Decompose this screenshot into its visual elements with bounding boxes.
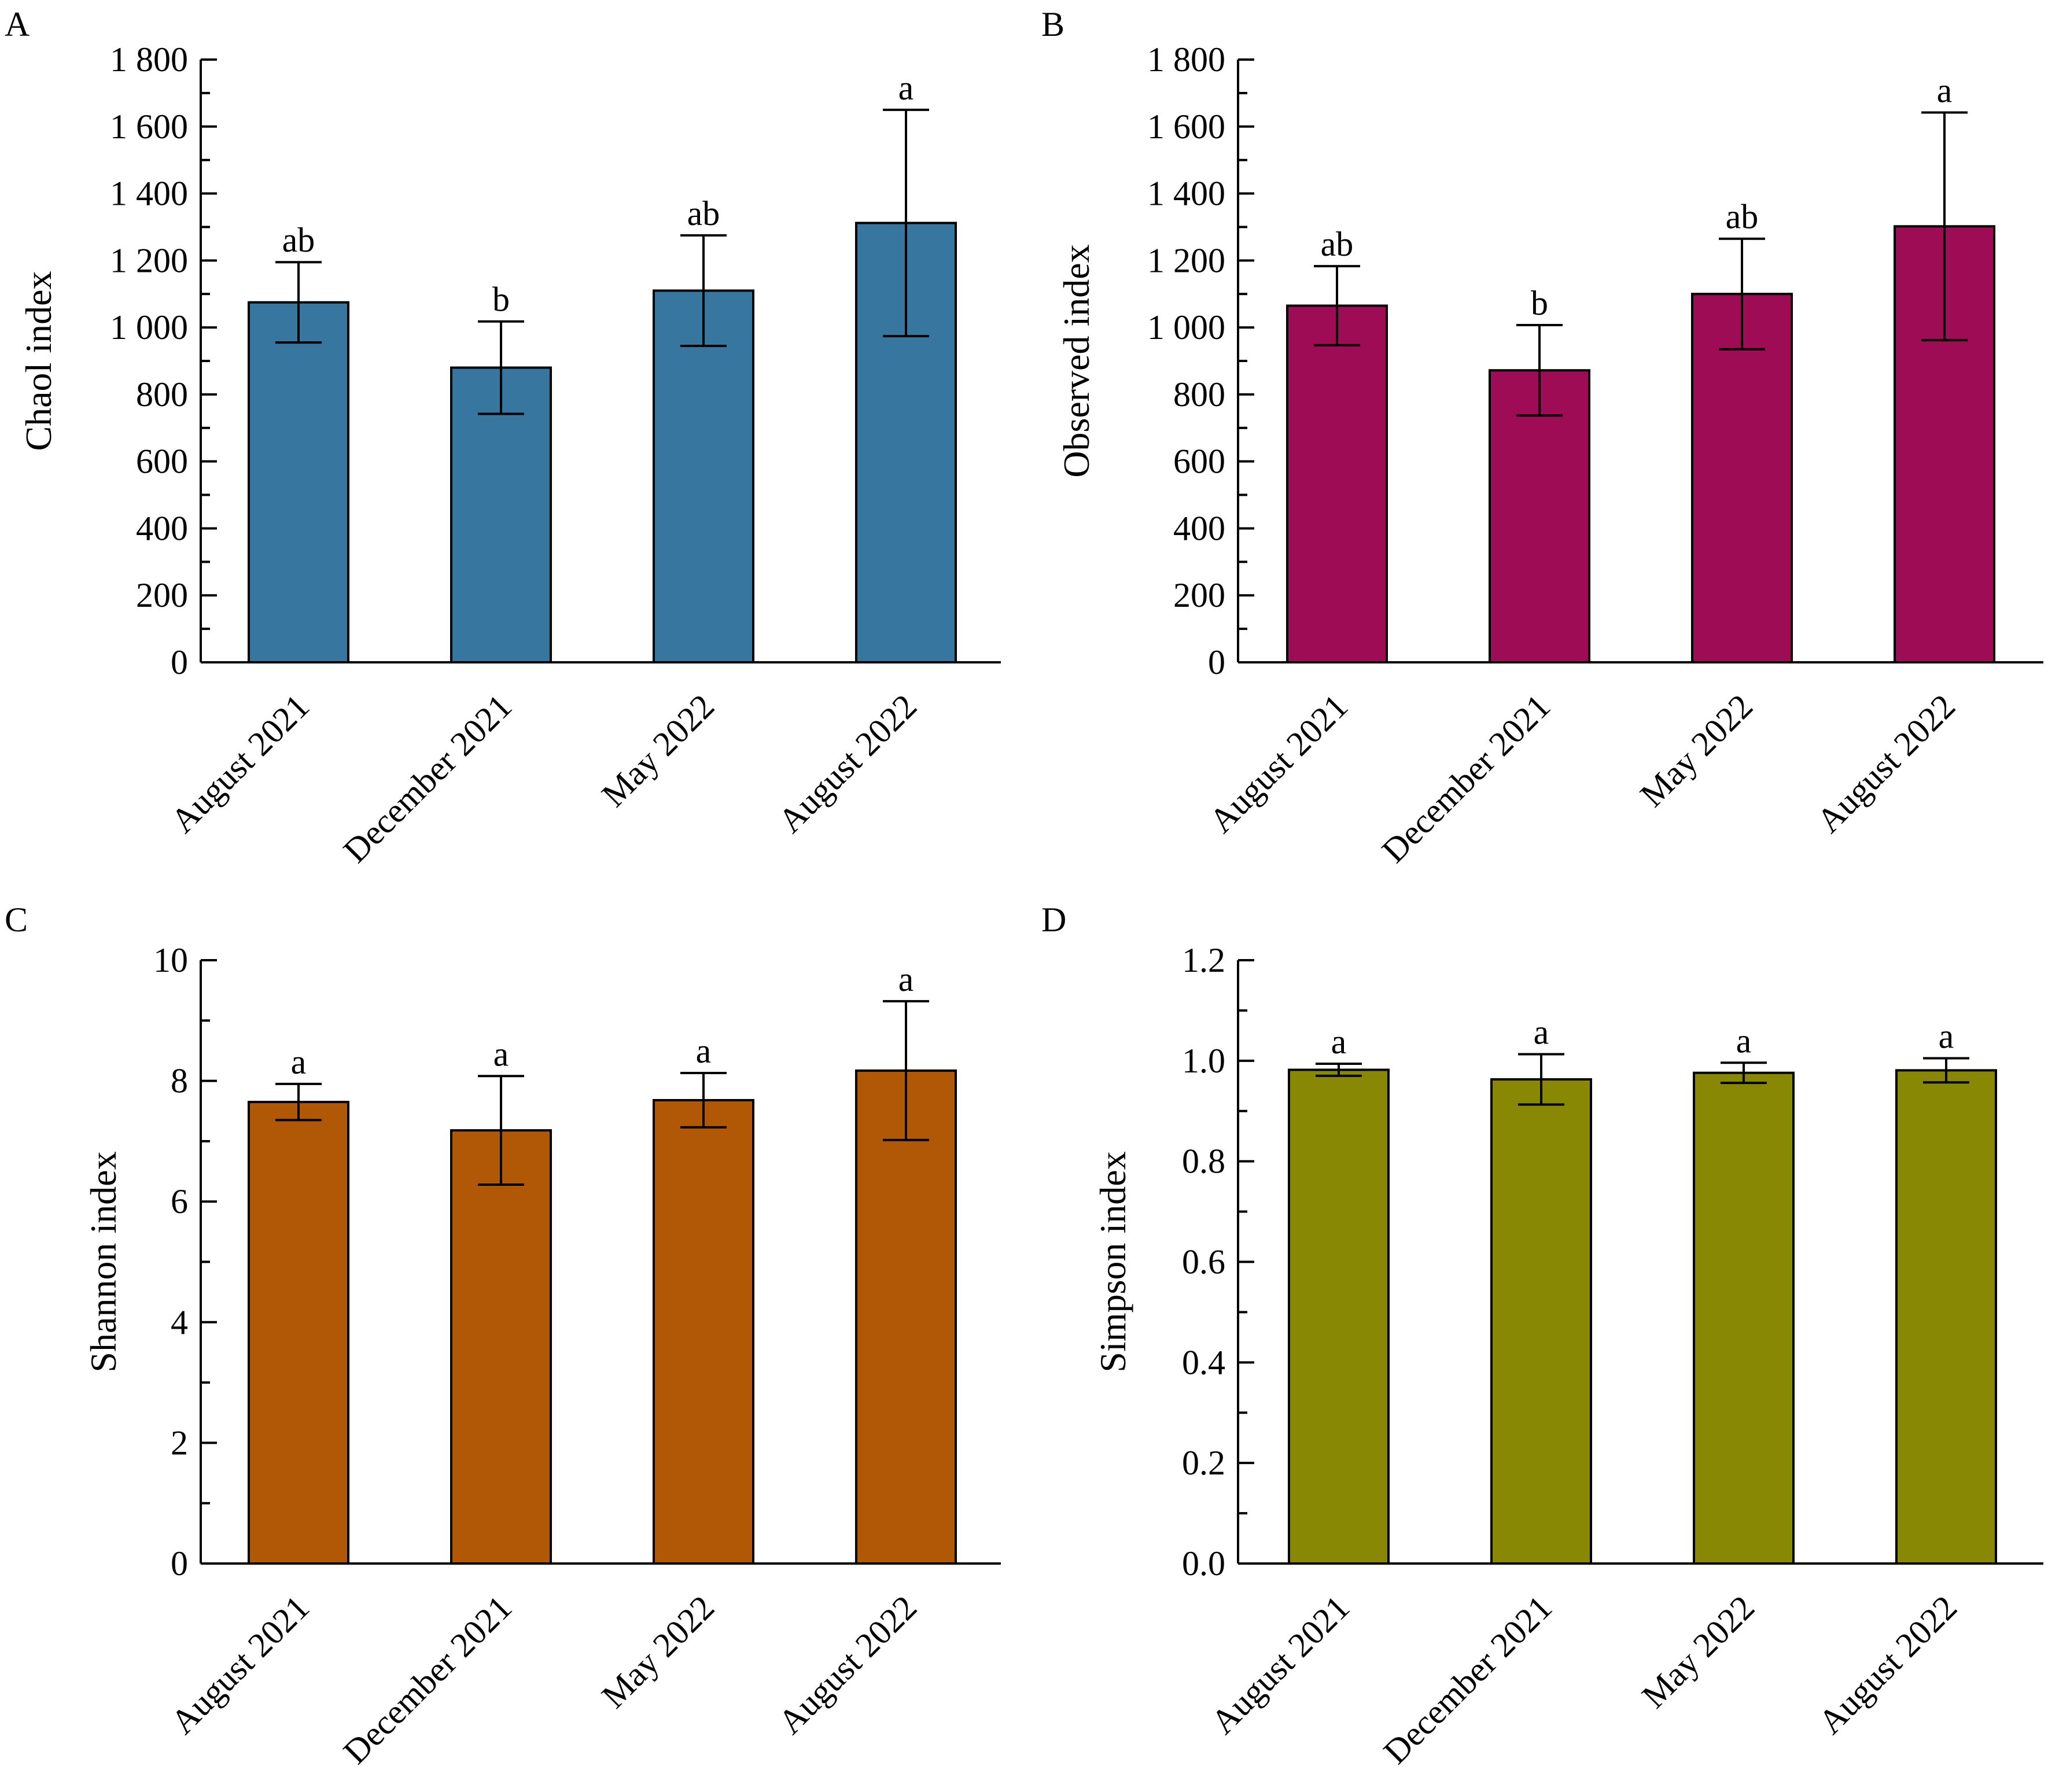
y-tick-label: 400 <box>136 509 188 547</box>
bar <box>653 1098 754 1565</box>
significance-label: ab <box>1321 225 1354 263</box>
y-tick-label: 600 <box>1173 443 1225 481</box>
x-tick-label: August 2022 <box>771 687 924 840</box>
significance-label: a <box>493 1035 509 1073</box>
y-tick-label: 1 800 <box>110 40 188 79</box>
significance-label: a <box>1939 1017 1954 1055</box>
y-tick-label: 2 <box>171 1424 188 1462</box>
panel-letter: A <box>5 5 30 43</box>
bar <box>1288 1068 1390 1565</box>
bar <box>248 1101 349 1565</box>
y-tick-label: 1 200 <box>1147 241 1225 279</box>
y-tick-label: 1 400 <box>110 175 188 213</box>
bar <box>855 1069 957 1565</box>
y-tick-label: 1 600 <box>1147 108 1225 146</box>
bar <box>1490 1078 1592 1565</box>
y-tick-label: 0.0 <box>1182 1544 1225 1583</box>
significance-label: a <box>898 960 914 998</box>
y-tick-label: 0.8 <box>1182 1142 1225 1181</box>
x-tick-label: August 2021 <box>163 1588 316 1742</box>
y-tick-label: 0.4 <box>1182 1343 1225 1381</box>
y-axis-title: Simpson index <box>1092 1151 1133 1372</box>
x-tick-label: May 2022 <box>594 1588 721 1716</box>
y-tick-label: 200 <box>1173 576 1225 614</box>
y-tick-label: 4 <box>171 1303 188 1341</box>
x-tick-label: August 2021 <box>163 687 316 840</box>
y-tick-label: 1 600 <box>110 108 188 146</box>
y-tick-label: 0.6 <box>1182 1243 1225 1281</box>
significance-label: a <box>1534 1013 1549 1052</box>
x-tick-label: May 2022 <box>1633 687 1760 814</box>
y-tick-label: 1.2 <box>1182 941 1225 979</box>
x-tick-label: May 2022 <box>1634 1588 1762 1716</box>
significance-label: ab <box>1726 198 1759 236</box>
bar <box>1489 369 1590 663</box>
bar <box>1286 304 1388 663</box>
y-tick-label: 400 <box>1173 509 1225 547</box>
x-tick-label: December 2021 <box>1376 1588 1559 1771</box>
significance-label: a <box>898 69 914 107</box>
significance-label: a <box>291 1043 307 1081</box>
bar <box>1693 1071 1795 1565</box>
bar <box>450 366 552 663</box>
y-axis-title: Observed index <box>1056 244 1097 477</box>
panel-b: B 0 200 400 600 800 1 000 1 200 1 400 1 600 1 800 O… <box>1041 5 2043 870</box>
y-tick-label: 200 <box>136 576 188 614</box>
y-tick-label: 1 200 <box>110 241 188 279</box>
significance-label: a <box>1331 1023 1347 1061</box>
significance-label: ab <box>687 194 720 233</box>
y-tick-label: 1.0 <box>1182 1042 1225 1080</box>
y-tick-label: 10 <box>153 941 188 979</box>
x-tick-label: August 2022 <box>1811 1588 1964 1742</box>
bar <box>450 1129 552 1565</box>
significance-label: a <box>696 1032 712 1070</box>
y-axis-title: Shannon index <box>83 1151 124 1372</box>
y-tick-label: 1 000 <box>110 308 188 346</box>
panel-letter: D <box>1041 901 1066 939</box>
y-tick-label: 600 <box>136 443 188 481</box>
y-tick-label: 800 <box>1173 375 1225 414</box>
x-tick-label: August 2021 <box>1203 1588 1357 1742</box>
bar <box>1691 293 1793 663</box>
x-tick-label: December 2021 <box>336 1588 519 1771</box>
x-tick-label: May 2022 <box>594 687 721 814</box>
panel-c: C 0 2 4 6 8 10 Shannon index a August 2021 a Decemb… <box>5 901 1001 1771</box>
bar <box>1895 1069 1997 1565</box>
significance-label: b <box>492 281 510 319</box>
significance-label: ab <box>282 221 315 259</box>
panel-letter: B <box>1041 5 1064 43</box>
panel-d: D 0.0 0.2 0.4 0.6 0.8 1.0 1.2 Simpson index a Augu… <box>1041 901 2043 1771</box>
y-tick-label: 1 000 <box>1147 308 1225 346</box>
significance-label: b <box>1531 284 1548 322</box>
panel-a: A 0 200 400 600 800 1 000 1 200 1 400 1 600 1 800 C… <box>5 5 1001 870</box>
y-tick-label: 0 <box>171 1544 188 1583</box>
significance-label: a <box>1937 71 1953 109</box>
y-tick-label: 0 <box>171 643 188 681</box>
bar <box>248 301 349 663</box>
x-tick-label: August 2022 <box>1809 687 1962 840</box>
x-tick-label: December 2021 <box>336 687 519 870</box>
y-tick-label: 1 800 <box>1147 40 1225 79</box>
y-tick-label: 0 <box>1208 643 1225 681</box>
y-axis-title: Chaol index <box>18 271 59 451</box>
bar <box>653 289 754 663</box>
y-tick-label: 800 <box>136 375 188 414</box>
panel-letter: C <box>5 901 28 939</box>
x-tick-label: August 2022 <box>771 1588 924 1742</box>
x-tick-label: August 2021 <box>1202 687 1355 840</box>
x-tick-label: December 2021 <box>1375 687 1557 870</box>
y-tick-label: 0.2 <box>1182 1444 1225 1482</box>
significance-label: a <box>1736 1022 1752 1060</box>
y-tick-label: 8 <box>171 1062 188 1100</box>
y-tick-label: 6 <box>171 1182 188 1221</box>
y-tick-label: 1 400 <box>1147 175 1225 213</box>
